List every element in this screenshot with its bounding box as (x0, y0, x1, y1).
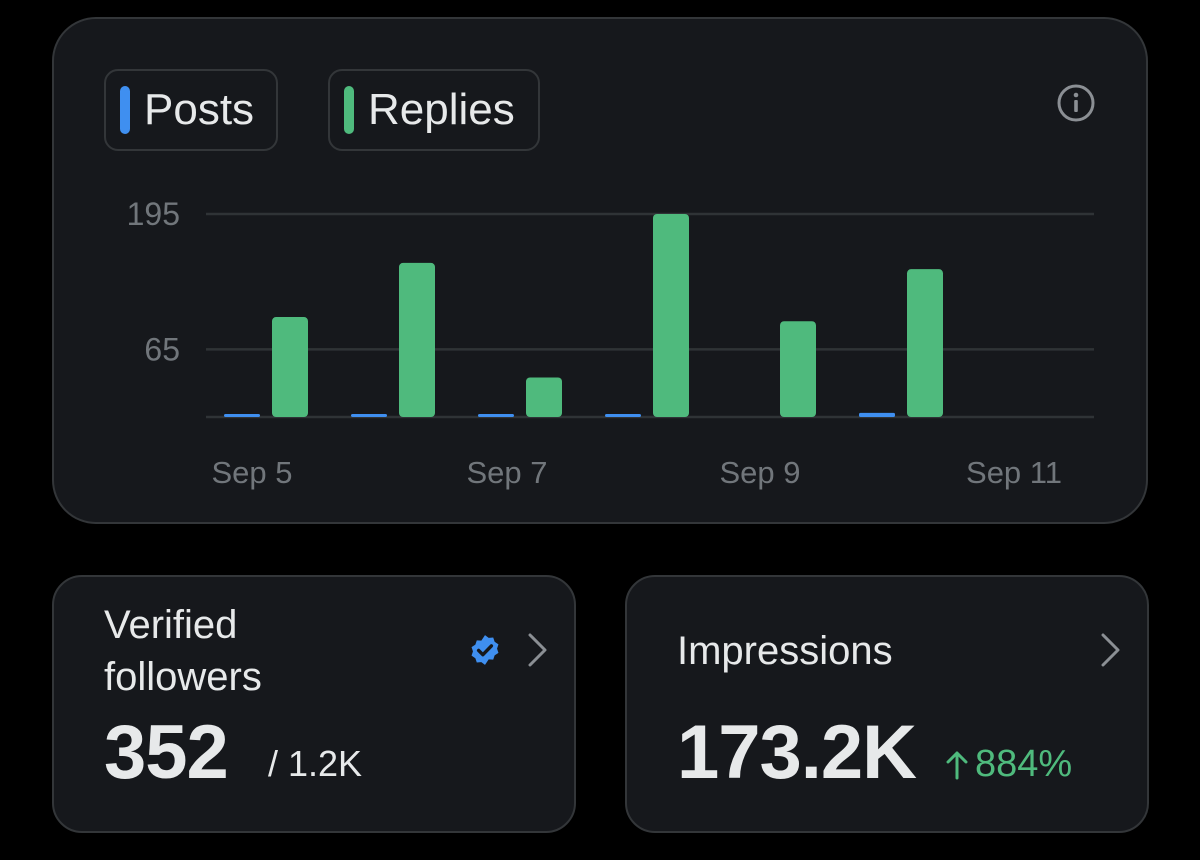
posts-bar (351, 414, 387, 417)
replies-swatch (344, 86, 354, 134)
impressions-change-value: 884% (975, 743, 1073, 785)
impressions-card[interactable]: Impressions 173.2K 884% (625, 575, 1149, 833)
posts-bar (478, 414, 514, 417)
legend-posts-toggle[interactable]: Posts (104, 69, 278, 151)
replies-bar (653, 214, 689, 417)
total-followers: / 1.2K (268, 743, 363, 784)
chart-card: 65 195 Sep 5 Sep 7 Sep 9 Sep 11 Posts Replies (52, 17, 1148, 524)
replies-bar (272, 317, 308, 417)
verified-followers-title: Verified followers (104, 603, 262, 699)
impressions-title: Impressions (677, 629, 893, 673)
impressions-count: 173.2K (677, 710, 917, 795)
x-tick-label: Sep 5 (211, 455, 292, 490)
impressions-change: 884% (945, 743, 1072, 786)
x-tick-label: Sep 7 (466, 455, 547, 490)
replies-bar (526, 377, 562, 417)
chevron-right-icon (528, 633, 547, 667)
legend-replies-label: Replies (368, 85, 515, 134)
posts-bar (224, 414, 260, 417)
replies-bar (399, 262, 435, 417)
posts-swatch (120, 86, 130, 134)
posts-bar (605, 414, 641, 417)
posts-bar (859, 412, 895, 417)
y-tick-label: 195 (127, 196, 180, 232)
verified-followers-card[interactable]: Verified followers 352 / 1.2K (52, 575, 576, 833)
replies-bar (780, 321, 816, 417)
bar-chart: 65 195 Sep 5 Sep 7 Sep 9 Sep 11 (127, 196, 1094, 490)
verified-followers-count: 352 (104, 710, 229, 795)
x-tick-label: Sep 11 (966, 455, 1062, 490)
verified-badge-icon (471, 635, 499, 665)
x-tick-label: Sep 9 (719, 455, 800, 490)
y-tick-label: 65 (144, 331, 180, 367)
legend-replies-toggle[interactable]: Replies (328, 69, 540, 151)
arrow-up-icon (946, 751, 968, 779)
chevron-right-icon (1101, 633, 1120, 667)
legend-posts-label: Posts (144, 85, 255, 134)
replies-bar (907, 269, 943, 417)
info-icon[interactable] (1056, 83, 1096, 123)
